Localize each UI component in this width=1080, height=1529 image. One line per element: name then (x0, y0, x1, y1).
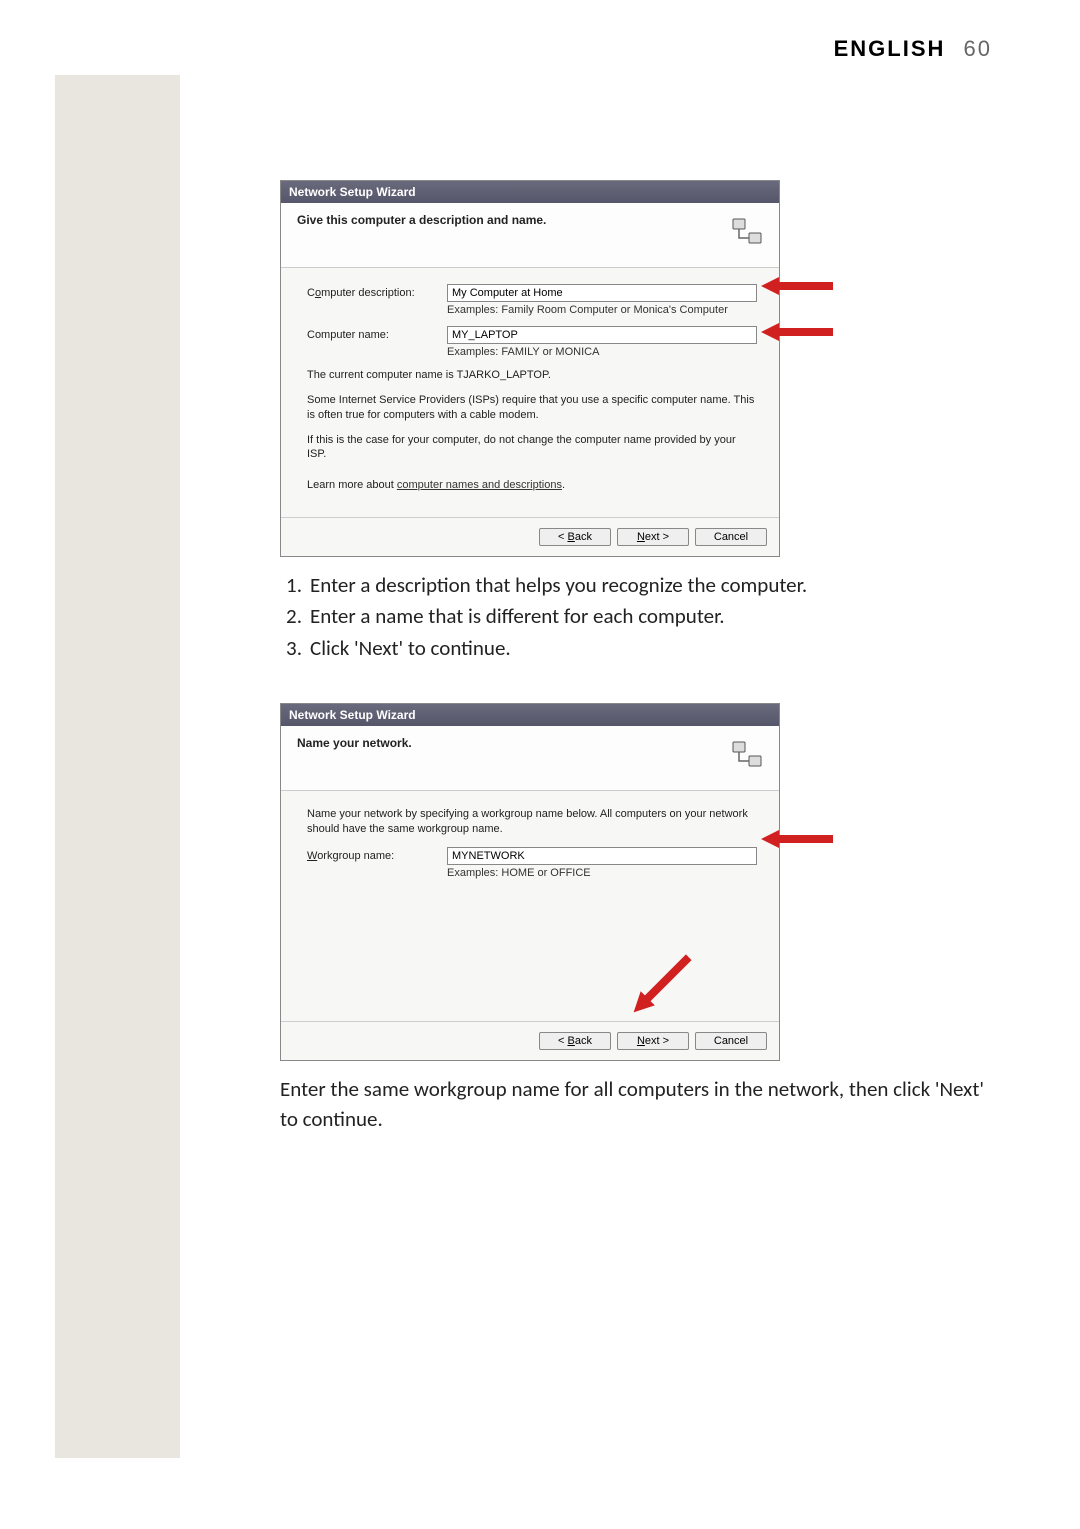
workgroup-name-input[interactable] (447, 847, 757, 865)
left-margin-bar (55, 75, 180, 1458)
workgroup-name-hint: Examples: HOME or OFFICE (447, 867, 757, 879)
network-setup-wizard-desc: Network Setup Wizard Give this computer … (280, 180, 780, 557)
wizard-header: Give this computer a description and nam… (281, 203, 779, 268)
list-number: 3. (280, 634, 302, 663)
wizard-titlebar: Network Setup Wizard (281, 704, 779, 726)
computer-description-label: Computer description: (307, 287, 447, 299)
instructions-list-1: 1. Enter a description that helps you rec… (280, 571, 1000, 663)
instruction-paragraph-2: Enter the same workgroup name for all co… (280, 1075, 1000, 1134)
header-language: ENGLISH (834, 36, 946, 61)
isp-text: Some Internet Service Providers (ISPs) r… (307, 393, 757, 423)
network-setup-wizard-workgroup: Network Setup Wizard Name your network. … (280, 703, 780, 1061)
computer-description-input[interactable] (447, 284, 757, 302)
instruction-item: Enter a description that helps you recog… (310, 571, 807, 600)
cancel-button[interactable]: Cancel (695, 528, 767, 546)
back-button[interactable]: < Back (539, 528, 611, 546)
next-button[interactable]: Next > (617, 528, 689, 546)
list-number: 2. (280, 602, 302, 631)
header-page-number: 60 (964, 36, 992, 61)
computer-name-input[interactable] (447, 326, 757, 344)
wizard-footer: < Back Next > Cancel (281, 1021, 779, 1060)
instruction-item: Click 'Next' to continue. (310, 634, 511, 663)
network-wizard-icon (727, 736, 767, 776)
wizard-footer: < Back Next > Cancel (281, 517, 779, 556)
page-header: ENGLISH 60 (834, 36, 992, 62)
current-name-text: The current computer name is TJARKO_LAPT… (307, 368, 757, 383)
back-button[interactable]: < Back (539, 1032, 611, 1050)
computer-name-label: Computer name: (307, 329, 447, 341)
wizard-heading: Give this computer a description and nam… (297, 213, 546, 227)
learn-more-text: Learn more about computer names and desc… (307, 478, 757, 493)
learn-more-link[interactable]: computer names and descriptions (397, 479, 562, 491)
workgroup-intro-text: Name your network by specifying a workgr… (307, 807, 757, 837)
computer-description-row: Computer description: (307, 284, 757, 302)
wizard-titlebar: Network Setup Wizard (281, 181, 779, 203)
network-wizard-icon (727, 213, 767, 253)
wizard-header: Name your network. (281, 726, 779, 791)
instruction-item: Enter a name that is different for each … (310, 602, 725, 631)
workgroup-name-row: Workgroup name: (307, 847, 757, 865)
arrow-annotation-icon (619, 937, 709, 1027)
list-number: 1. (280, 571, 302, 600)
workgroup-name-label: Workgroup name: (307, 850, 447, 862)
computer-description-hint: Examples: Family Room Computer or Monica… (447, 304, 757, 316)
computer-name-hint: Examples: FAMILY or MONICA (447, 346, 757, 358)
cancel-button[interactable]: Cancel (695, 1032, 767, 1050)
wizard-heading: Name your network. (297, 736, 412, 750)
no-change-text: If this is the case for your computer, d… (307, 433, 757, 463)
computer-name-row: Computer name: (307, 326, 757, 344)
next-button[interactable]: Next > (617, 1032, 689, 1050)
